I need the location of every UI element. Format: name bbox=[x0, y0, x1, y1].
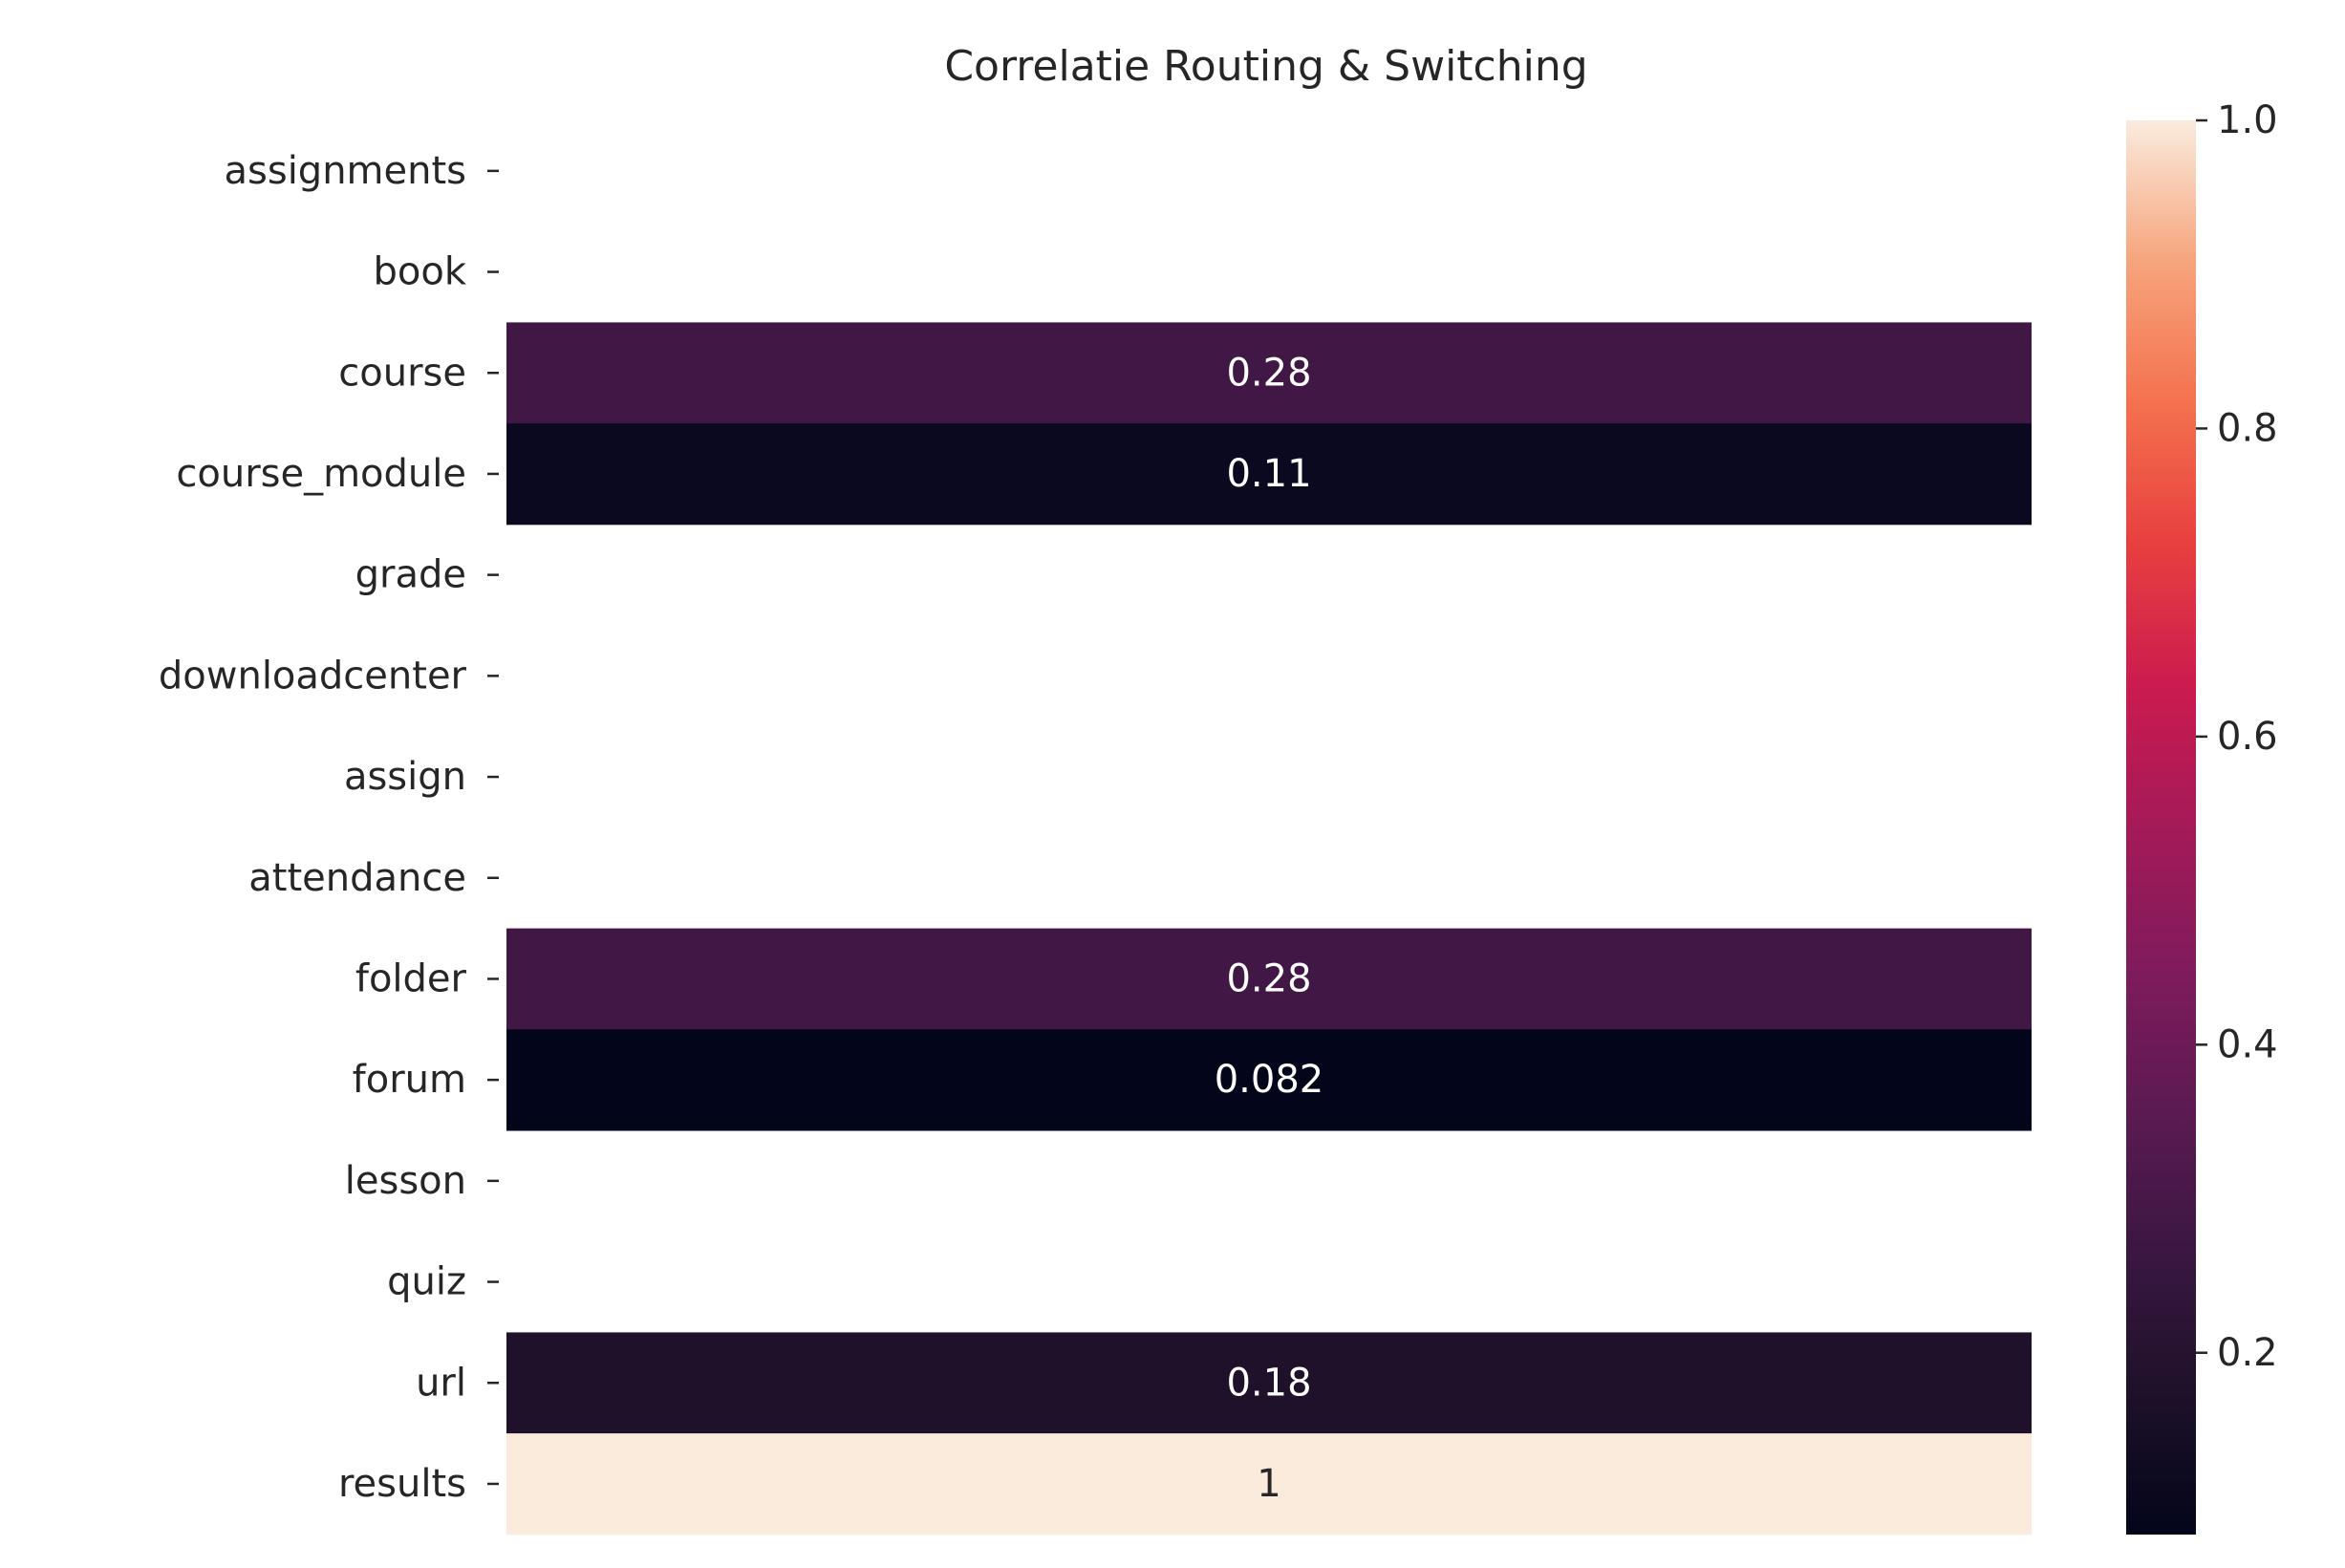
cell-annotation: 0.18 bbox=[1226, 1361, 1311, 1405]
heatmap-cell bbox=[506, 1332, 2032, 1434]
y-tick-label: forum bbox=[353, 1058, 466, 1102]
cell-annotation: 0.11 bbox=[1226, 452, 1311, 496]
colorbar-tick-label: 0.4 bbox=[2217, 1022, 2278, 1066]
y-tick-label: book bbox=[374, 250, 467, 294]
heatmap-cell bbox=[506, 1433, 2032, 1536]
heatmap-cell bbox=[506, 1029, 2032, 1131]
y-tick-label: assignments bbox=[225, 149, 467, 193]
colorbar bbox=[2126, 120, 2196, 1535]
cell-annotation: 1 bbox=[1257, 1462, 1280, 1506]
heatmap-cell bbox=[506, 322, 2032, 424]
cell-annotation: 0.28 bbox=[1226, 956, 1311, 1000]
y-tick-label: course bbox=[338, 351, 466, 395]
y-tick-label: quiz bbox=[387, 1260, 466, 1304]
y-tick-label: lesson bbox=[345, 1159, 466, 1203]
colorbar-tick-label: 0.8 bbox=[2217, 406, 2278, 450]
y-tick-label: attendance bbox=[248, 856, 466, 900]
colorbar-tick-label: 0.2 bbox=[2217, 1331, 2278, 1375]
y-tick-label: downloadcenter bbox=[159, 654, 467, 698]
y-tick-label: url bbox=[416, 1361, 466, 1405]
y-tick-label: folder bbox=[355, 956, 467, 1000]
heatmap-cell bbox=[506, 423, 2032, 526]
y-tick-label: grade bbox=[355, 553, 466, 597]
heatmap-cell bbox=[506, 928, 2032, 1030]
cell-annotation: 0.28 bbox=[1226, 351, 1311, 395]
cell-annotation: 0.082 bbox=[1215, 1058, 1324, 1102]
y-tick-label: course_module bbox=[176, 452, 466, 496]
colorbar-tick-label: 0.6 bbox=[2217, 715, 2278, 759]
y-tick-label: results bbox=[338, 1462, 466, 1506]
y-tick-label: assign bbox=[344, 755, 466, 799]
chart-title: Correlatie Routing & Switching bbox=[944, 42, 1587, 91]
colorbar-tick-label: 1.0 bbox=[2217, 98, 2278, 142]
